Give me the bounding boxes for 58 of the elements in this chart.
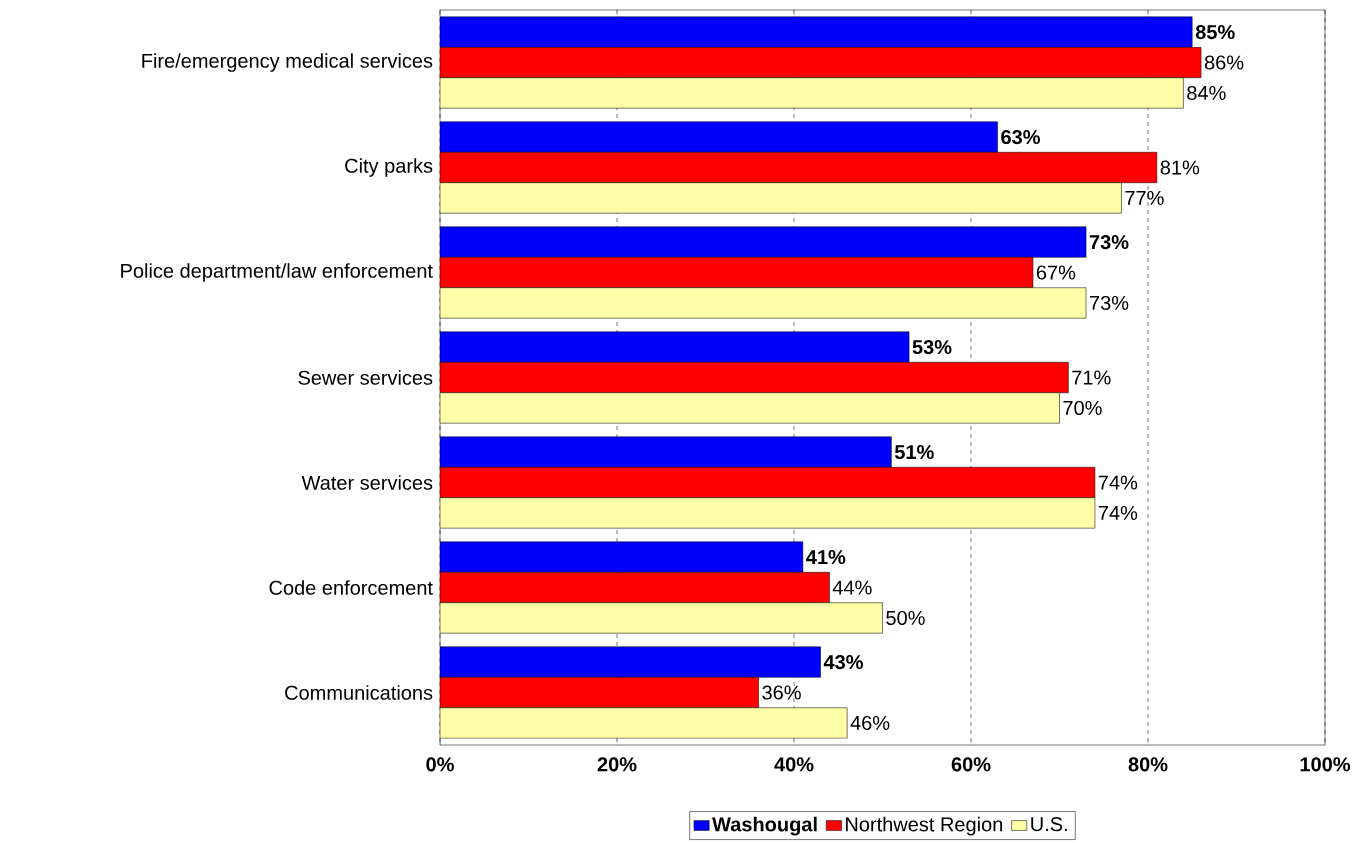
bar (440, 226, 1087, 258)
bar (440, 77, 1184, 109)
data-label: 44% (832, 580, 872, 595)
y-tick-label: Code enforcement (269, 580, 433, 595)
data-label: 71% (1072, 370, 1111, 385)
x-tick-label: 100% (1300, 757, 1351, 772)
y-tick-label: Sewer services (298, 370, 433, 385)
data-label: 51% (894, 445, 934, 460)
bar (440, 541, 804, 573)
bar (440, 572, 830, 603)
data-label: 43% (823, 654, 863, 670)
data-label: 46% (850, 715, 890, 731)
data-label: 85% (1195, 24, 1235, 40)
y-tick-label: Communications (285, 685, 433, 700)
data-label: 41% (806, 550, 846, 565)
data-label: 36% (762, 685, 801, 700)
data-label: 63% (1001, 129, 1040, 145)
bar (440, 121, 998, 153)
data-label: 74% (1098, 475, 1138, 490)
x-tick-label: 60% (951, 757, 991, 772)
bar (440, 152, 1158, 183)
bar (440, 707, 848, 739)
y-tick-label: Water services (301, 475, 433, 490)
x-tick-label: 0% (426, 757, 454, 772)
bar (440, 331, 910, 363)
bar (440, 47, 1202, 79)
data-label: 70% (1063, 400, 1102, 416)
data-label: 86% (1204, 55, 1244, 70)
bar (440, 362, 1069, 394)
bar (440, 16, 1193, 48)
data-label: 81% (1160, 160, 1200, 175)
x-tick-label: 80% (1128, 757, 1168, 772)
bar (440, 497, 1096, 529)
y-tick-label: Police department/law enforcement (121, 263, 433, 282)
data-label: 50% (886, 610, 925, 626)
data-label: 73% (1089, 234, 1129, 250)
data-label: 84% (1187, 85, 1226, 101)
bar (440, 467, 1096, 499)
bar (440, 287, 1087, 319)
y-tick-label: Fire/emergency medical services (142, 53, 433, 72)
data-label: 74% (1098, 505, 1138, 520)
bar (440, 392, 1060, 424)
data-label: 77% (1125, 190, 1164, 205)
bar (440, 436, 892, 468)
bar (440, 646, 821, 678)
x-tick-label: 20% (597, 757, 637, 772)
data-label: 73% (1090, 295, 1129, 311)
bar (440, 677, 759, 709)
x-tick-label: 40% (774, 757, 814, 772)
data-label: 53% (912, 339, 952, 355)
legend-label: U.S. (1031, 817, 1067, 832)
bar (440, 257, 1034, 289)
y-tick-label: City parks (345, 158, 433, 177)
bar (440, 182, 1122, 214)
bar (440, 602, 883, 634)
data-label: 67% (1036, 265, 1076, 280)
legend-label: Northwest Region (846, 816, 1003, 836)
legend-label: Washougal (712, 816, 817, 836)
